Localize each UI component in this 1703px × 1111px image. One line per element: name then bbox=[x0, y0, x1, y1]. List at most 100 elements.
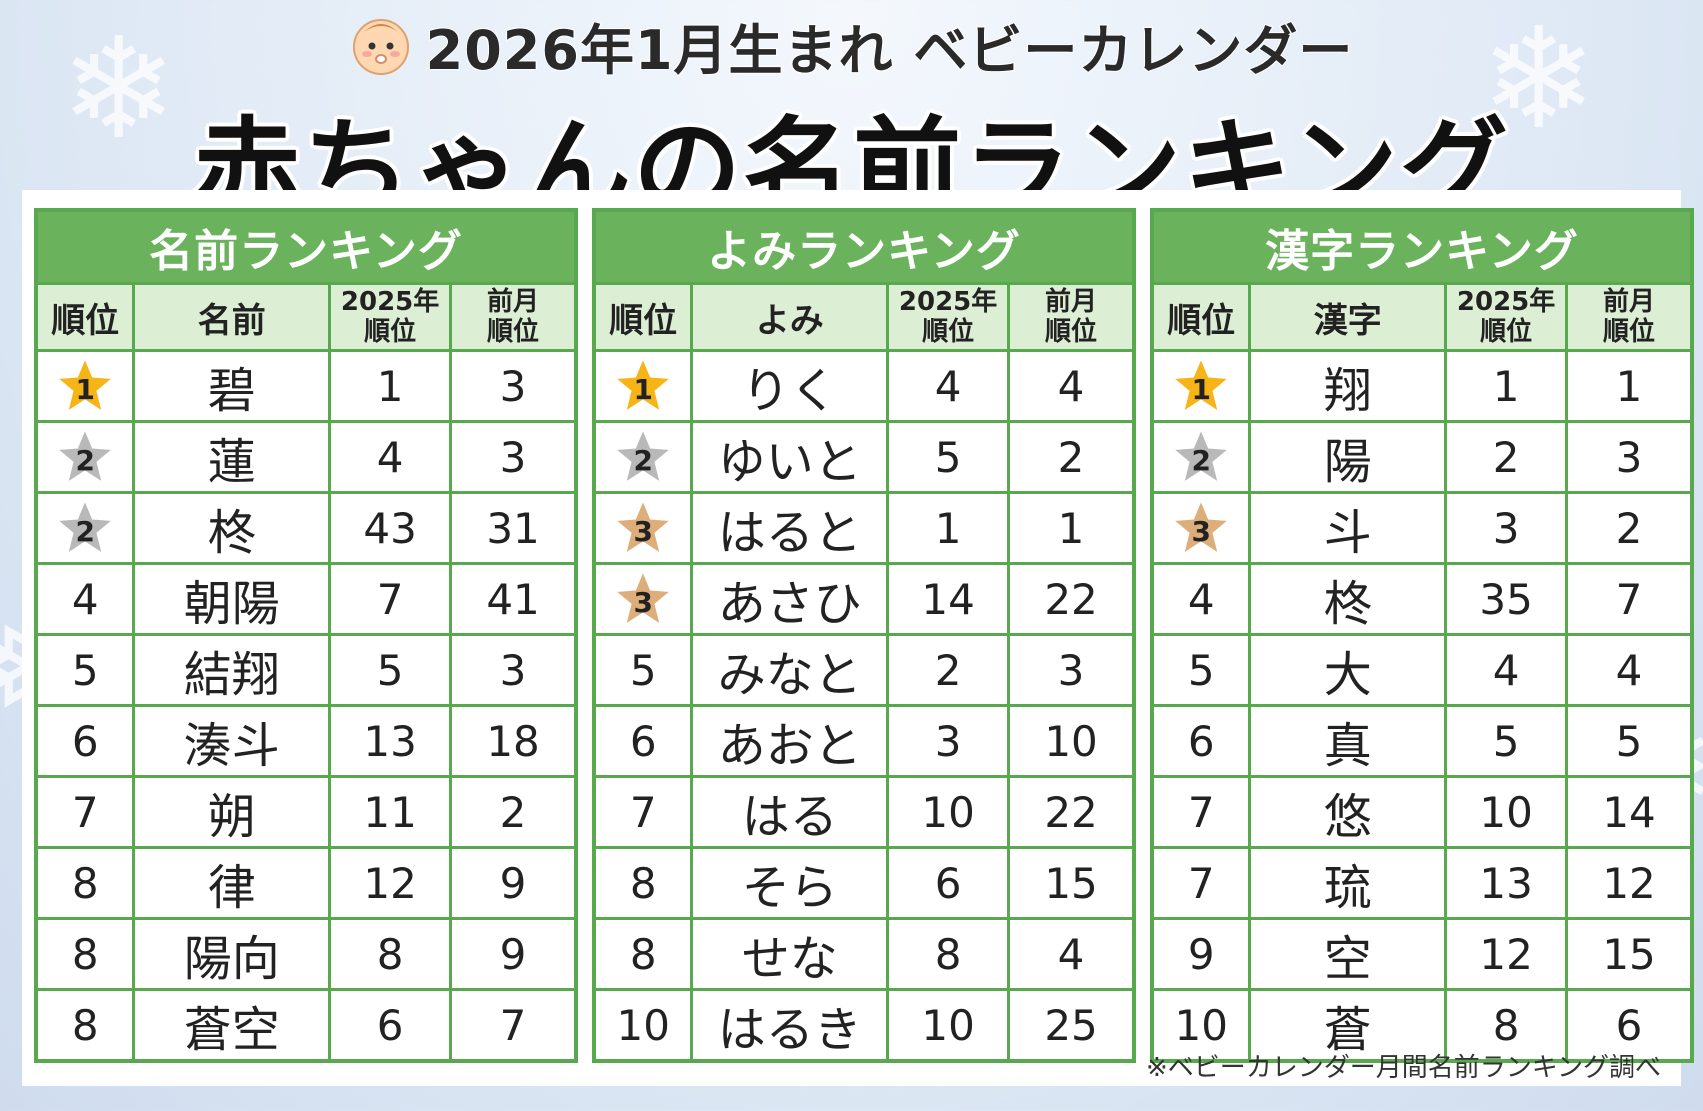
rank-2025-cell: 3 bbox=[1444, 494, 1565, 562]
rank-2025-cell: 1 bbox=[1444, 352, 1565, 420]
name-cell: 陽向 bbox=[132, 920, 328, 988]
table-row: 6 湊斗 13 18 bbox=[38, 704, 574, 775]
name-cell: 湊斗 bbox=[132, 707, 328, 775]
name-cell: 空 bbox=[1248, 920, 1444, 988]
rank-number: 3 bbox=[633, 514, 653, 548]
name-cell: はるき bbox=[690, 991, 886, 1059]
prev-month-rank-cell: 4 bbox=[1565, 636, 1690, 704]
rank-2025-cell: 5 bbox=[886, 423, 1007, 491]
ranking-panel: 名前ランキング 順位 名前 2025年 順位 前月 順位 1 碧 1 3 2 蓮 4 3 2 柊 43 31 4 朝… bbox=[22, 190, 1694, 1086]
table-row: 10 蒼 8 6 bbox=[1154, 988, 1690, 1059]
rank-cell: 7 bbox=[629, 787, 657, 837]
table-row: 4 柊 35 7 bbox=[1154, 562, 1690, 633]
table-row: 5 結翔 5 3 bbox=[38, 633, 574, 704]
prev-month-rank-cell: 14 bbox=[1565, 778, 1690, 846]
prev-month-rank-cell: 15 bbox=[1565, 920, 1690, 988]
prev-month-rank-cell: 6 bbox=[1565, 991, 1690, 1059]
rank-cell: 9 bbox=[1187, 929, 1215, 979]
name-cell: 琉 bbox=[1248, 849, 1444, 917]
prev-month-rank-cell: 3 bbox=[1565, 423, 1690, 491]
rank-cell: 8 bbox=[71, 929, 99, 979]
rank-cell: 5 bbox=[629, 645, 657, 695]
name-cell: 斗 bbox=[1248, 494, 1444, 562]
rank-2025-cell: 8 bbox=[886, 920, 1007, 988]
rank-cell: 4 bbox=[71, 574, 99, 624]
column-header-row: 順位 よみ 2025年 順位 前月 順位 bbox=[596, 282, 1132, 349]
rank-cell: 8 bbox=[71, 858, 99, 908]
header: 2026年1月生まれ ベビーカレンダー 赤ちゃんの名前ランキング bbox=[0, 0, 1703, 233]
rank-cell: 1 bbox=[38, 352, 132, 420]
rank-number: 1 bbox=[1191, 372, 1211, 406]
name-cell: はると bbox=[690, 494, 886, 562]
star-gold-icon: 1 bbox=[54, 356, 116, 416]
column-header: 漢字 bbox=[1248, 285, 1444, 349]
table-row: 3 あさひ 14 22 bbox=[596, 562, 1132, 633]
table-row: 8 蒼空 6 7 bbox=[38, 988, 574, 1059]
name-cell: 朔 bbox=[132, 778, 328, 846]
prev-month-rank-cell: 12 bbox=[1565, 849, 1690, 917]
ranking-table-1: 名前ランキング 順位 名前 2025年 順位 前月 順位 1 碧 1 3 2 蓮 4 3 2 柊 43 31 4 朝… bbox=[34, 208, 578, 1063]
prev-month-rank-cell: 5 bbox=[1565, 707, 1690, 775]
column-header: 順位 bbox=[1167, 300, 1236, 341]
rank-2025-cell: 14 bbox=[886, 565, 1007, 633]
footnote: ※ベビーカレンダー月間名前ランキング調べ bbox=[1145, 1053, 1661, 1083]
rank-2025-cell: 43 bbox=[328, 494, 449, 562]
ranking-tables: 名前ランキング 順位 名前 2025年 順位 前月 順位 1 碧 1 3 2 蓮 4 3 2 柊 43 31 4 朝… bbox=[34, 208, 1694, 1063]
rank-cell: 8 bbox=[629, 929, 657, 979]
star-bronze-icon: 3 bbox=[1170, 498, 1232, 558]
table-row: 7 悠 10 14 bbox=[1154, 775, 1690, 846]
column-header-row: 順位 漢字 2025年 順位 前月 順位 bbox=[1154, 282, 1690, 349]
rank-2025-cell: 10 bbox=[1444, 778, 1565, 846]
column-header-row: 順位 名前 2025年 順位 前月 順位 bbox=[38, 282, 574, 349]
name-cell: そら bbox=[690, 849, 886, 917]
rank-number: 3 bbox=[1191, 514, 1211, 548]
rank-2025-cell: 13 bbox=[1444, 849, 1565, 917]
name-cell: 大 bbox=[1248, 636, 1444, 704]
rank-cell: 8 bbox=[71, 1000, 99, 1050]
rank-2025-cell: 5 bbox=[1444, 707, 1565, 775]
rank-cell: 10 bbox=[616, 1000, 670, 1050]
rank-cell: 7 bbox=[71, 787, 99, 837]
table-row: 9 空 12 15 bbox=[1154, 917, 1690, 988]
rank-2025-cell: 3 bbox=[886, 707, 1007, 775]
rank-cell: 8 bbox=[629, 858, 657, 908]
baby-face-icon bbox=[350, 14, 412, 76]
rank-2025-cell: 6 bbox=[328, 991, 449, 1059]
column-header: よみ bbox=[690, 285, 886, 349]
table-row: 8 せな 8 4 bbox=[596, 917, 1132, 988]
table-row: 7 朔 11 2 bbox=[38, 775, 574, 846]
star-bronze-icon: 3 bbox=[612, 569, 674, 629]
rank-cell: 4 bbox=[1187, 574, 1215, 624]
prev-month-rank-cell: 4 bbox=[1007, 920, 1132, 988]
column-header: 2025年 順位 bbox=[886, 285, 1007, 349]
column-header: 前月 順位 bbox=[449, 285, 574, 349]
rank-cell: 3 bbox=[1154, 494, 1248, 562]
table-row: 1 りく 4 4 bbox=[596, 349, 1132, 420]
name-cell: みなと bbox=[690, 636, 886, 704]
prev-month-rank-cell: 15 bbox=[1007, 849, 1132, 917]
rank-2025-cell: 6 bbox=[886, 849, 1007, 917]
rank-2025-cell: 8 bbox=[1444, 991, 1565, 1059]
table-row: 6 あおと 3 10 bbox=[596, 704, 1132, 775]
rank-number: 2 bbox=[75, 443, 95, 477]
table-row: 8 律 12 9 bbox=[38, 846, 574, 917]
prev-month-rank-cell: 2 bbox=[1565, 494, 1690, 562]
rank-2025-cell: 5 bbox=[328, 636, 449, 704]
star-silver-icon: 2 bbox=[1170, 427, 1232, 487]
rank-2025-cell: 10 bbox=[886, 991, 1007, 1059]
table-row: 4 朝陽 7 41 bbox=[38, 562, 574, 633]
rank-2025-cell: 12 bbox=[328, 849, 449, 917]
rank-2025-cell: 13 bbox=[328, 707, 449, 775]
subtitle-row: 2026年1月生まれ ベビーカレンダー bbox=[0, 10, 1703, 83]
rank-cell: 6 bbox=[1187, 716, 1215, 766]
name-cell: 碧 bbox=[132, 352, 328, 420]
rank-2025-cell: 12 bbox=[1444, 920, 1565, 988]
prev-month-rank-cell: 3 bbox=[1007, 636, 1132, 704]
rank-cell: 3 bbox=[596, 565, 690, 633]
snowflake-decoration: ❄ bbox=[60, 8, 178, 171]
